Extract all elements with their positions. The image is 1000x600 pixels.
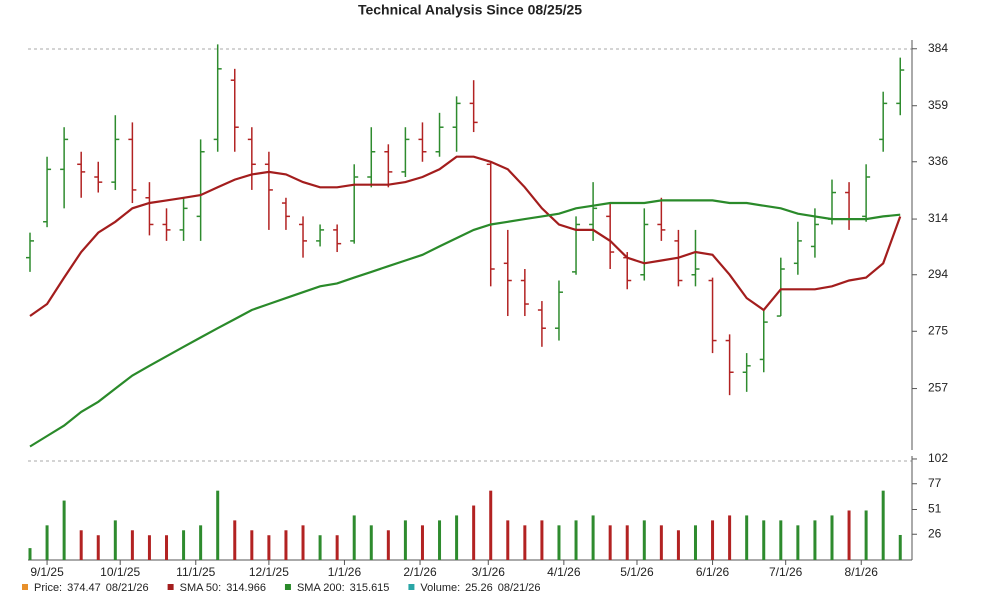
- legend-label: Volume:: [420, 582, 460, 594]
- y-tick-label: 294: [928, 267, 948, 281]
- volume-tick-label: 77: [928, 476, 942, 490]
- volume-bar: [472, 505, 476, 560]
- x-tick-label: 3/1/26: [472, 565, 506, 579]
- y-tick-label: 359: [928, 98, 948, 112]
- volume-bar: [369, 525, 373, 560]
- legend-swatch: [22, 584, 28, 590]
- x-tick-label: 12/1/25: [249, 565, 289, 579]
- x-tick-label: 9/1/25: [30, 565, 64, 579]
- legend-date: 08/21/26: [106, 582, 149, 594]
- volume-bar: [540, 520, 544, 560]
- volume-bar: [523, 525, 527, 560]
- x-tick-label: 1/1/26: [328, 565, 362, 579]
- volume-bar: [79, 530, 83, 560]
- volume-bar: [881, 490, 885, 560]
- volume-bar: [813, 520, 817, 560]
- x-tick-label: 7/1/26: [769, 565, 803, 579]
- legend-label: Price:: [34, 582, 62, 594]
- volume-bar: [557, 525, 561, 560]
- x-tick-label: 8/1/26: [845, 565, 879, 579]
- legend-value: 25.26: [465, 582, 493, 594]
- volume-bar: [608, 525, 612, 560]
- volume-bar: [864, 510, 868, 560]
- volume-bar: [199, 525, 203, 560]
- volume-bar: [506, 520, 510, 560]
- x-tick-label: 5/1/26: [620, 565, 654, 579]
- legend-value: 315.615: [350, 582, 390, 594]
- legend-label: SMA 50:: [180, 582, 222, 594]
- y-tick-label: 314: [928, 211, 948, 225]
- sma-line: [29, 155, 902, 317]
- volume-bar: [438, 520, 442, 560]
- volume-bar: [796, 525, 800, 560]
- x-tick-label: 11/1/25: [176, 565, 215, 579]
- legend-swatch: [408, 584, 415, 590]
- volume-bar: [147, 535, 151, 560]
- volume-bar: [386, 530, 390, 560]
- volume-bar: [267, 535, 271, 560]
- volume-bar: [830, 515, 834, 560]
- volume-bar: [642, 520, 646, 560]
- volume-bar: [574, 520, 578, 560]
- legend-date: 08/21/26: [498, 582, 541, 594]
- legend-label: SMA 200:: [297, 582, 345, 594]
- volume-bar: [420, 525, 424, 560]
- volume-bar: [676, 530, 680, 560]
- volume-bar: [113, 520, 117, 560]
- volume-bar: [250, 530, 254, 560]
- legend: Price: 374.47 08/21/26 SMA 50: 314.966 SMA 20…: [22, 582, 541, 594]
- volume-bar: [779, 520, 783, 560]
- volume-tick-label: 51: [928, 502, 942, 516]
- volume-bar: [165, 535, 169, 560]
- volume-bar: [898, 534, 902, 560]
- legend-swatch: [167, 584, 174, 590]
- volume-bar: [318, 535, 322, 560]
- x-tick-label: 10/1/25: [100, 565, 140, 579]
- x-tick-label: 6/1/26: [696, 565, 730, 579]
- x-tick-label: 2/1/26: [403, 565, 437, 579]
- volume-bar: [335, 535, 339, 560]
- volume-bar: [301, 525, 305, 560]
- volume-bar: [847, 510, 851, 560]
- volume-bar: [216, 490, 220, 560]
- volume-bar: [403, 520, 407, 560]
- legend-swatch: [284, 584, 291, 590]
- volume-bar: [659, 525, 663, 560]
- chart-title: Technical Analysis Since 08/25/25: [358, 2, 582, 18]
- volume-bar: [28, 548, 32, 560]
- volume-tick-label: 26: [928, 526, 942, 540]
- volume-tick-label: 102: [928, 451, 948, 465]
- volume-bar: [455, 515, 459, 560]
- volume-bar: [45, 525, 49, 560]
- volume-bar: [233, 520, 237, 560]
- volume-bar: [96, 535, 100, 560]
- sma-line: [29, 199, 901, 448]
- volume-bar: [130, 530, 134, 560]
- volume-bar: [284, 530, 288, 560]
- volume-bar: [182, 530, 186, 560]
- volume-bar: [625, 525, 629, 560]
- volume-bar: [762, 520, 766, 560]
- volume-bar: [745, 515, 749, 560]
- volume-bar: [728, 515, 732, 560]
- volume-bar: [711, 520, 715, 560]
- volume-bar: [693, 525, 697, 560]
- y-tick-label: 384: [928, 41, 948, 55]
- legend-value: 374.47: [67, 582, 101, 594]
- y-tick-label: 257: [928, 381, 948, 395]
- y-tick-label: 275: [928, 323, 948, 337]
- x-tick-label: 4/1/26: [547, 565, 581, 579]
- y-tick-label: 336: [928, 154, 948, 168]
- legend-value: 314.966: [226, 582, 266, 594]
- volume-bar: [591, 515, 595, 560]
- volume-bar: [352, 515, 356, 560]
- volume-bar: [489, 490, 493, 560]
- volume-bar: [62, 500, 66, 560]
